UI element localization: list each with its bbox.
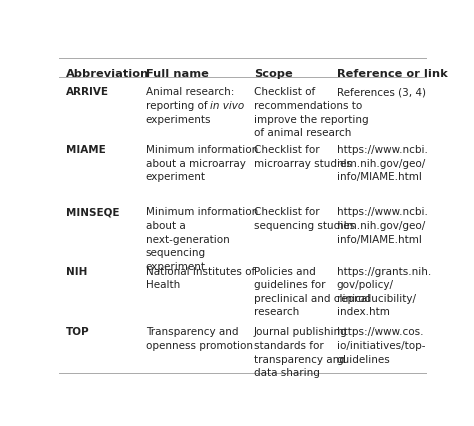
Text: https://www.ncbi.
nlm.nih.gov/geo/
info/MIAME.html: https://www.ncbi. nlm.nih.gov/geo/ info/… — [337, 207, 428, 244]
Text: Minimum information
about a microarray
experiment: Minimum information about a microarray e… — [146, 144, 258, 182]
Text: https://www.ncbi.
nlm.nih.gov/geo/
info/MIAME.html: https://www.ncbi. nlm.nih.gov/geo/ info/… — [337, 144, 428, 182]
Text: References (3, 4): References (3, 4) — [337, 87, 426, 97]
Text: Checklist for
sequencing studies: Checklist for sequencing studies — [254, 207, 355, 230]
Text: Transparency and
openness promotion: Transparency and openness promotion — [146, 327, 253, 350]
Text: Abbreviation: Abbreviation — [66, 69, 149, 79]
Text: Scope: Scope — [254, 69, 293, 79]
Text: experiments: experiments — [146, 115, 211, 125]
Text: MINSEQE: MINSEQE — [66, 207, 119, 217]
Text: Journal publishing
standards for
transparency and
data sharing: Journal publishing standards for transpa… — [254, 327, 348, 377]
Text: Full name: Full name — [146, 69, 209, 79]
Text: ARRIVE: ARRIVE — [66, 87, 109, 97]
Text: Animal research:: Animal research: — [146, 87, 234, 97]
Text: Policies and
guidelines for
preclinical and clinical
research: Policies and guidelines for preclinical … — [254, 266, 370, 317]
Text: reporting of: reporting of — [146, 101, 210, 111]
Text: TOP: TOP — [66, 327, 90, 337]
Text: Reference or link: Reference or link — [337, 69, 447, 79]
Text: NIH: NIH — [66, 266, 87, 276]
Text: https://www.cos.
io/initiatives/top-
guidelines: https://www.cos. io/initiatives/top- gui… — [337, 327, 425, 364]
Text: National Institutes of
Health: National Institutes of Health — [146, 266, 255, 290]
Text: MIAME: MIAME — [66, 144, 106, 155]
Text: in vivo: in vivo — [210, 101, 245, 111]
Text: https://grants.nih.
gov/policy/
reproducibility/
index.htm: https://grants.nih. gov/policy/ reproduc… — [337, 266, 431, 317]
Text: Minimum information
about a
next-generation
sequencing
experiment: Minimum information about a next-generat… — [146, 207, 258, 271]
Text: Checklist of
recommendations to
improve the reporting
of animal research: Checklist of recommendations to improve … — [254, 87, 369, 138]
Text: Checklist for
microarray studies: Checklist for microarray studies — [254, 144, 352, 168]
